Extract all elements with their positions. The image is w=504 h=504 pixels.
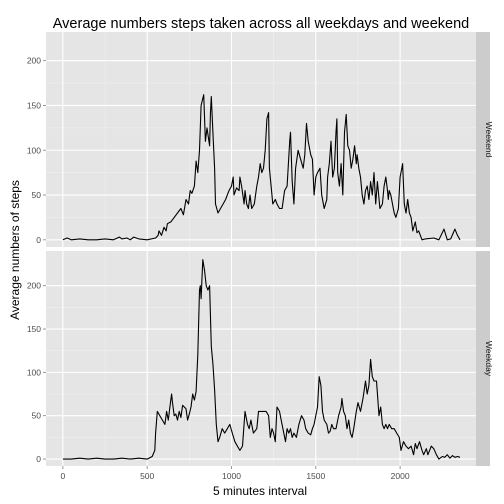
facet-strip <box>476 251 490 466</box>
y-tick-label: 100 <box>27 145 41 155</box>
x-tick-label: 0 <box>60 471 65 481</box>
y-tick-label: 150 <box>27 324 41 334</box>
panel-background <box>46 251 476 466</box>
panels: 0 50 100 150 200 Weekend 0 50 100 150 200 Weekday <box>27 32 494 466</box>
x-tick-label: 500 <box>140 471 154 481</box>
series-line <box>62 94 461 241</box>
x-tick-label: 2000 <box>391 471 410 481</box>
facet-panel: 0 50 100 150 200 Weekday <box>27 251 494 466</box>
y-tick-label: 50 <box>32 411 42 421</box>
y-tick-label: 100 <box>27 367 41 377</box>
y-tick-label: 200 <box>27 56 41 66</box>
facet-strip-label: Weekday <box>484 341 494 377</box>
chart-title: Average numbers steps taken across all w… <box>53 16 469 32</box>
facet-strip <box>476 32 490 247</box>
series-line <box>62 259 461 460</box>
panel-background <box>46 32 476 247</box>
y-tick-label: 200 <box>27 281 41 291</box>
y-tick-label: 50 <box>32 190 42 200</box>
y-axis-label: Average numbers of steps <box>8 180 22 320</box>
x-tick-label: 1500 <box>306 471 325 481</box>
facet-strip-label: Weekend <box>484 122 494 158</box>
y-tick-label: 0 <box>36 454 41 464</box>
x-axis-label: 5 minutes interval <box>213 484 307 498</box>
y-tick-label: 150 <box>27 100 41 110</box>
facet-panel: 0 50 100 150 200 Weekend <box>27 32 494 247</box>
y-tick-label: 0 <box>36 235 41 245</box>
x-axis: 0 500 1000 1500 2000 <box>60 466 410 481</box>
x-tick-label: 1000 <box>222 471 241 481</box>
